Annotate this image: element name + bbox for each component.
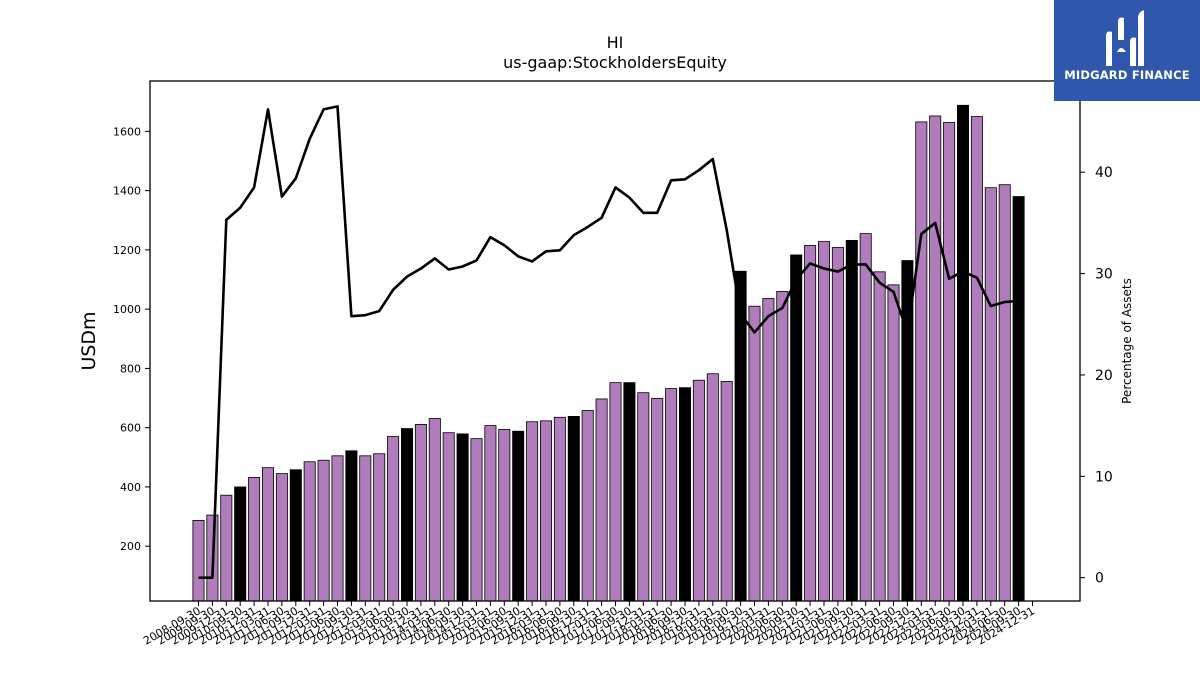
bar-2017-12-31 — [637, 392, 650, 602]
y-tick-label: 1200 — [113, 244, 141, 257]
bar-2018-09-30 — [679, 387, 692, 602]
bar-2017-03-31 — [595, 398, 608, 602]
bar-2015-09-30 — [512, 430, 525, 602]
bar-2011-03-31 — [261, 467, 274, 602]
bar-2012-03-31 — [317, 459, 330, 602]
y-tick-label: 1400 — [113, 185, 141, 198]
bar-2016-12-31 — [581, 410, 594, 602]
y2-tick-label: 0 — [1095, 571, 1104, 587]
bar-2015-12-31 — [526, 421, 539, 602]
bar-2023-12-31 — [970, 116, 983, 602]
line-series — [198, 105, 1019, 579]
bar-2009-12-31 — [220, 494, 233, 602]
y-tick-label: 1600 — [113, 125, 141, 138]
y-axis-label: USDm — [78, 311, 100, 370]
bar-2024-03-31 — [984, 187, 997, 602]
bar-2010-12-31 — [248, 477, 261, 602]
bar-2013-09-30 — [400, 428, 413, 602]
bar-2022-03-31 — [873, 271, 886, 602]
x-axis-ticks: 2008-09-302009-09-302009-12-312010-09-30… — [141, 601, 1037, 648]
bar-2016-06-30 — [553, 416, 566, 602]
bar-2024-09-30 — [1012, 196, 1025, 602]
y2-tick-label: 20 — [1095, 368, 1113, 384]
bar-2014-12-31 — [470, 438, 483, 602]
bar-2023-06-30 — [943, 122, 956, 602]
bar-2021-09-30 — [845, 240, 858, 602]
bar-2013-06-30 — [387, 436, 400, 602]
y-tick-label: 1000 — [113, 303, 141, 316]
bar-2012-12-31 — [359, 455, 372, 602]
bar-2020-06-30 — [776, 290, 789, 602]
y2-axis-label: Percentage of Assets — [1120, 278, 1134, 404]
bar-2019-06-30 — [720, 381, 733, 602]
bar-2011-12-31 — [303, 461, 316, 602]
bar-2016-03-31 — [540, 420, 553, 602]
y2-tick-label: 10 — [1095, 469, 1113, 485]
bar-2022-06-30 — [887, 284, 900, 602]
logo-mark-icon — [1106, 10, 1144, 66]
bar-2023-03-31 — [929, 115, 942, 602]
bar-2024-06-30 — [998, 184, 1011, 602]
bar-2017-06-30 — [609, 382, 622, 602]
bar-2023-09-30 — [957, 104, 970, 602]
bar-2017-09-30 — [623, 382, 636, 602]
bar-2019-03-31 — [706, 373, 719, 602]
bar-2011-06-30 — [275, 473, 288, 602]
bar-2015-03-31 — [484, 425, 497, 602]
bar-2014-06-30 — [442, 432, 455, 602]
y-axis-ticks: 200 400 600 800 1000 1200 1400 1600 — [113, 125, 150, 553]
bar-2014-09-30 — [456, 433, 469, 602]
bar-2010-09-30 — [234, 486, 247, 602]
bar-2019-12-31 — [748, 305, 761, 602]
brand-logo: MIDGARD FINANCE — [1054, 0, 1200, 101]
bar-2012-06-30 — [331, 455, 344, 602]
bar-2021-12-31 — [859, 233, 872, 602]
bar-2021-03-31 — [818, 241, 831, 602]
bar-2020-03-31 — [762, 298, 775, 602]
bar-2021-06-30 — [831, 247, 844, 602]
bar-2012-09-30 — [345, 450, 358, 602]
logo-text: MIDGARD FINANCE — [1064, 68, 1190, 82]
bar-2015-06-30 — [498, 429, 511, 602]
bar-2022-12-31 — [915, 121, 928, 602]
y-tick-label: 800 — [120, 362, 141, 375]
percentage-of-assets-line — [198, 105, 1019, 579]
bar-2020-12-31 — [804, 245, 817, 602]
y2-tick-label: 30 — [1095, 267, 1113, 283]
y-tick-label: 600 — [120, 422, 141, 435]
bar-2020-09-30 — [790, 254, 803, 602]
bar-2008-09-30 — [192, 520, 205, 602]
bar-series — [192, 104, 1025, 602]
y2-axis-ticks: 0 10 20 30 40 — [1080, 165, 1113, 587]
chart-title: HI — [607, 33, 624, 52]
bar-2018-12-31 — [692, 379, 705, 602]
bar-2014-03-31 — [428, 418, 441, 602]
bar-2013-03-31 — [373, 453, 386, 602]
y2-tick-label: 40 — [1095, 165, 1113, 181]
chart-subtitle: us-gaap:StockholdersEquity — [503, 53, 727, 72]
bar-2011-09-30 — [289, 469, 302, 602]
bar-2018-06-30 — [665, 388, 678, 602]
bar-2018-03-31 — [651, 397, 664, 602]
y-tick-label: 400 — [120, 481, 141, 494]
bar-2013-12-31 — [414, 424, 427, 602]
plot-frame — [149, 80, 1081, 602]
bar-2016-09-30 — [567, 416, 580, 602]
y-tick-label: 200 — [120, 540, 141, 553]
